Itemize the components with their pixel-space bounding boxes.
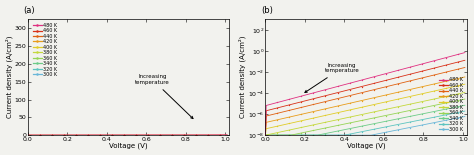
Y-axis label: Current density (A/cm²): Current density (A/cm²)	[239, 36, 246, 119]
Text: Increasing
temperature: Increasing temperature	[305, 63, 359, 93]
X-axis label: Voltage (V): Voltage (V)	[347, 143, 385, 149]
Legend: 480 K, 460 K, 440 K, 420 K, 400 K, 380 K, 360 K, 340 K, 320 K, 300 K: 480 K, 460 K, 440 K, 420 K, 400 K, 380 K…	[438, 76, 465, 133]
Text: (b): (b)	[261, 6, 273, 15]
Legend: 480 K, 460 K, 440 K, 420 K, 400 K, 380 K, 360 K, 340 K, 320 K, 300 K: 480 K, 460 K, 440 K, 420 K, 400 K, 380 K…	[32, 22, 58, 78]
X-axis label: Voltage (V): Voltage (V)	[109, 143, 147, 149]
Y-axis label: Current density (A/cm²): Current density (A/cm²)	[6, 36, 13, 119]
Text: Increasing
temperature: Increasing temperature	[135, 74, 193, 119]
Text: (a): (a)	[24, 6, 35, 15]
